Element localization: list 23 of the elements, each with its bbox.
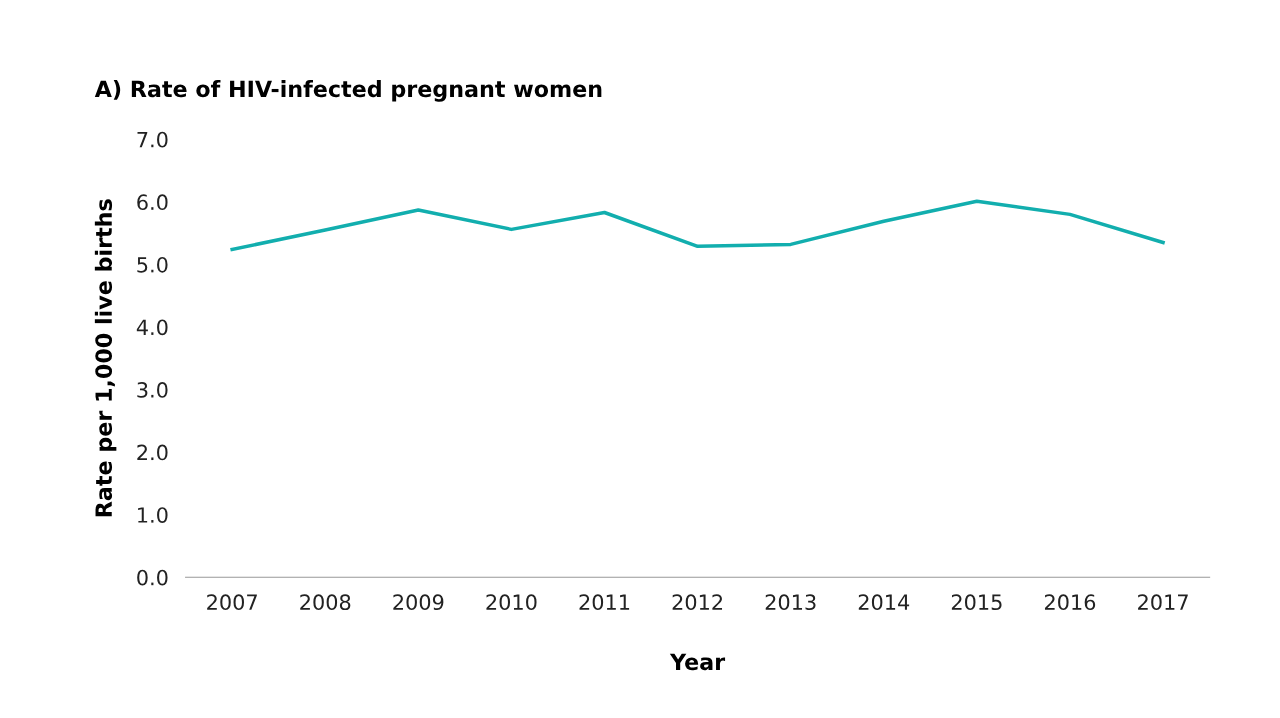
x-tick-label: 2011 (579, 594, 630, 611)
x-tick-label: 2010 (486, 594, 537, 611)
x-tick-label: 2012 (672, 594, 723, 611)
x-tick-label: 2009 (393, 594, 444, 611)
y-tick-label: 7.0 (137, 131, 168, 148)
x-tick-label: 2013 (765, 594, 816, 611)
x-tick-label: 2017 (1138, 594, 1188, 611)
y-tick-label: 5.0 (137, 256, 168, 273)
y-tick-label: 1.0 (138, 507, 168, 523)
chart-title: A) Rate of HIV-infected pregnant women (94, 80, 602, 102)
x-axis-title: Year (669, 653, 726, 671)
x-tick-label: 2015 (951, 594, 1002, 611)
y-axis-title: Rate per 1,000 live births (94, 199, 117, 517)
x-tick-label: 2008 (300, 594, 351, 611)
x-tick-label: 2014 (858, 594, 910, 611)
x-tick-label: 2016 (1044, 594, 1096, 611)
y-tick-label: 4.0 (136, 319, 168, 336)
x-tick-label: 2007 (207, 594, 257, 611)
y-tick-label: 2.0 (137, 444, 168, 461)
y-tick-label: 6.0 (137, 194, 168, 211)
y-tick-label: 0.0 (137, 569, 168, 586)
line-series (230, 199, 1165, 252)
y-tick-label: 3.0 (137, 382, 168, 398)
